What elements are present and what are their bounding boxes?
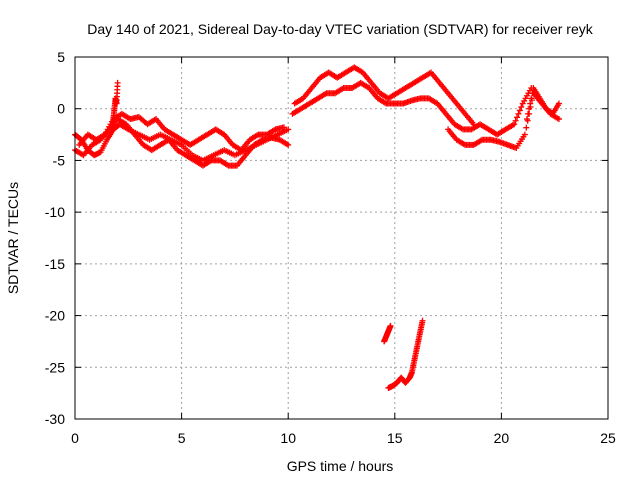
x-tick-label: 0 bbox=[71, 430, 79, 446]
data-point bbox=[555, 100, 562, 107]
y-tick-label: -10 bbox=[45, 204, 65, 220]
series-arc-c bbox=[76, 110, 287, 154]
data-point bbox=[555, 116, 562, 123]
data-point bbox=[526, 105, 533, 112]
y-tick-label: 0 bbox=[57, 101, 65, 117]
data-point bbox=[280, 124, 287, 131]
chart-title: Day 140 of 2021, Sidereal Day-to-day VTE… bbox=[87, 21, 593, 37]
data-point bbox=[523, 124, 530, 131]
data-point bbox=[518, 103, 525, 110]
data-point bbox=[523, 116, 530, 123]
series-arc-g bbox=[523, 85, 562, 123]
data-point bbox=[419, 317, 426, 324]
series-arc-e bbox=[289, 79, 535, 138]
data-point bbox=[387, 322, 394, 329]
x-tick-label: 15 bbox=[387, 430, 403, 446]
series-arc-i bbox=[385, 317, 426, 391]
y-tick-label: -15 bbox=[45, 256, 65, 272]
y-tick-label: -25 bbox=[45, 359, 65, 375]
data-point bbox=[512, 117, 519, 124]
y-tick-label: 5 bbox=[57, 49, 65, 65]
y-tick-label: -30 bbox=[45, 411, 65, 427]
x-tick-label: 25 bbox=[600, 430, 616, 446]
x-tick-label: 10 bbox=[280, 430, 296, 446]
data-point bbox=[285, 141, 292, 148]
data-point bbox=[528, 95, 535, 102]
data-point bbox=[514, 114, 521, 121]
data-point bbox=[516, 107, 523, 114]
data-point bbox=[521, 131, 528, 138]
grid-lines bbox=[75, 57, 608, 419]
series-arc-d bbox=[291, 64, 477, 128]
series-spike-2h bbox=[109, 79, 121, 133]
y-axis-label: SDTVAR / TECUs bbox=[5, 182, 21, 294]
data-points bbox=[72, 64, 562, 391]
data-point bbox=[114, 79, 121, 86]
data-point bbox=[515, 110, 522, 117]
series-arc-h bbox=[381, 322, 394, 345]
y-tick-label: -20 bbox=[45, 308, 65, 324]
series-arc-f bbox=[445, 90, 562, 152]
data-point bbox=[527, 100, 534, 107]
data-point bbox=[525, 110, 532, 117]
data-point bbox=[285, 126, 292, 133]
y-tick-label: -5 bbox=[53, 152, 66, 168]
x-tick-label: 5 bbox=[178, 430, 186, 446]
plot-frame bbox=[74, 56, 609, 420]
x-axis-label: GPS time / hours bbox=[287, 458, 394, 474]
x-tick-label: 20 bbox=[494, 430, 510, 446]
data-point bbox=[511, 121, 518, 128]
